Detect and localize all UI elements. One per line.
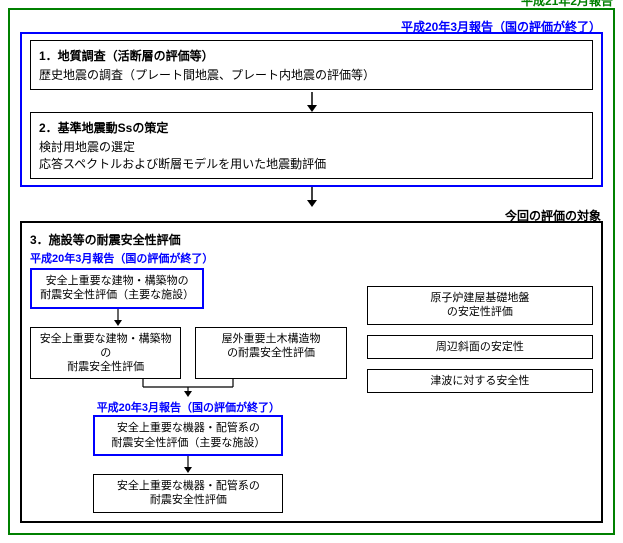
- arrow-1-2: [30, 92, 593, 112]
- box-a-blue: 安全上重要な建物・構築物の耐震安全性評価（主要な施設）: [30, 268, 204, 309]
- arrow-row2-c: [133, 379, 243, 397]
- box-row2-right: 屋外重要土木構造物の耐震安全性評価: [195, 327, 346, 380]
- blue-frame-label: 平成20年3月報告（国の評価が終了）: [401, 18, 601, 35]
- row2: 安全上重要な建物・構築物の耐震安全性評価 屋外重要土木構造物の耐震安全性評価: [30, 327, 347, 380]
- box-1-sub: 歴史地震の調査（プレート間地震、プレート内地震の評価等）: [39, 66, 584, 83]
- blue-sublabel-top: 平成20年3月報告（国の評価が終了）: [30, 250, 347, 266]
- report-date-green: 平成21年2月報告: [521, 0, 613, 9]
- today-label: 今回の評価の対象: [505, 207, 601, 224]
- box-right-2: 周辺斜面の安定性: [367, 335, 593, 359]
- arrow-2-3: [20, 187, 603, 207]
- box-2-sub2: 応答スペクトルおよび断層モデルを用いた地震動評価: [39, 155, 584, 172]
- box-2: 2．基準地震動Ssの策定 検討用地震の選定 応答スペクトルおよび断層モデルを用い…: [30, 112, 593, 179]
- blue-frame-top: 平成20年3月報告（国の評価が終了） 1．地質調査（活断層の評価等） 歴史地震の…: [20, 32, 603, 187]
- arrow-a-row2: [112, 309, 124, 327]
- box-3-outer: 今回の評価の対象 3．施設等の耐震安全性評価 平成20年3月報告（国の評価が終了…: [20, 221, 603, 523]
- box-right-1: 原子炉建屋基礎地盤の安定性評価: [367, 286, 593, 325]
- outer-green-frame: 平成21年2月報告 平成20年3月報告（国の評価が終了） 1．地質調査（活断層の…: [8, 8, 615, 535]
- arrow-c-d: [182, 456, 194, 474]
- left-column: 平成20年3月報告（国の評価が終了） 安全上重要な建物・構築物の耐震安全性評価（…: [30, 250, 347, 513]
- box-right-3: 津波に対する安全性: [367, 369, 593, 393]
- box-1-title: 1．地質調査（活断層の評価等）: [39, 47, 584, 64]
- box-d: 安全上重要な機器・配管系の耐震安全性評価: [93, 474, 283, 513]
- box-c-blue: 安全上重要な機器・配管系の耐震安全性評価（主要な施設）: [93, 415, 283, 456]
- box-3-title: 3．施設等の耐震安全性評価: [30, 231, 593, 248]
- blue-mid-label: 平成20年3月報告（国の評価が終了）: [93, 399, 283, 415]
- box-2-title: 2．基準地震動Ssの策定: [39, 119, 584, 136]
- right-column: 原子炉建屋基礎地盤の安定性評価 周辺斜面の安定性 津波に対する安全性: [367, 250, 593, 513]
- box-row2-left: 安全上重要な建物・構築物の耐震安全性評価: [30, 327, 181, 380]
- box-1: 1．地質調査（活断層の評価等） 歴史地震の調査（プレート間地震、プレート内地震の…: [30, 40, 593, 90]
- box-2-sub1: 検討用地震の選定: [39, 138, 584, 155]
